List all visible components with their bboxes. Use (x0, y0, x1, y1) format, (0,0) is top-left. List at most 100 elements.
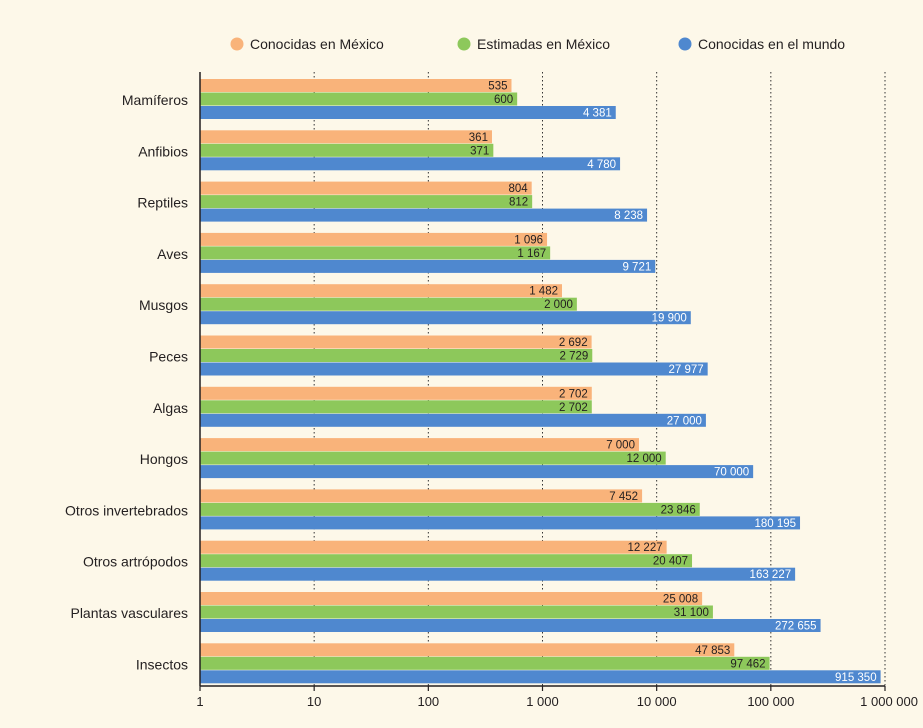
value-label-reptiles-estimadas-en-mexico: 812 (509, 197, 528, 209)
category-label-peces: Peces (149, 349, 188, 365)
value-label-mamiferos-estimadas-en-mexico: 600 (494, 94, 513, 106)
bar-otros-artropodos-estimadas-en-mexico (200, 554, 693, 568)
bar-algas-conocidas-en-mexico (200, 386, 592, 400)
x-tick-label-1: 1 (196, 694, 203, 709)
x-tick-label-1000000: 1 000 000 (860, 694, 918, 709)
x-tick-label-10000: 10 000 (637, 694, 677, 709)
value-label-insectos-estimadas-en-mexico: 97 462 (730, 658, 765, 670)
value-label-otros-artropodos-conocidas-en-mexico: 12 227 (627, 542, 662, 554)
bar-mamiferos-conocidas-en-el-mundo (200, 106, 616, 119)
bar-peces-conocidas-en-el-mundo (200, 362, 708, 376)
category-label-reptiles: Reptiles (137, 195, 188, 211)
bar-reptiles-conocidas-en-mexico (200, 181, 532, 195)
bar-musgos-estimadas-en-mexico (200, 297, 577, 311)
bar-aves-estimadas-en-mexico (200, 246, 551, 260)
bar-aves-conocidas-en-mexico (200, 232, 548, 246)
category-labels: Mamíferos Anfibios Reptiles Aves Musgos Peces… (65, 92, 188, 672)
value-label-algas-conocidas-en-el-mundo: 27 000 (667, 415, 702, 427)
category-label-algas: Algas (153, 400, 188, 416)
x-axis: 1 10 100 1 000 10 000 100 000 1 000 000 (196, 72, 918, 709)
bar-insectos-conocidas-en-el-mundo (200, 670, 881, 684)
bar-otros-artropodos-conocidas-en-el-mundo (200, 567, 796, 581)
bar-algas-conocidas-en-el-mundo (200, 413, 706, 427)
category-label-insectos: Insectos (136, 656, 188, 672)
x-tick-label-1000: 1 000 (526, 694, 559, 709)
value-label-otros-invertebrados-estimadas-en-mexico: 23 846 (661, 504, 696, 516)
x-tick-label-100000: 100 000 (747, 694, 794, 709)
bar-algas-estimadas-en-mexico (200, 400, 592, 414)
category-label-otros-invertebrados: Otros invertebrados (65, 502, 188, 518)
bar-plantas-vasculares-estimadas-en-mexico (200, 605, 713, 619)
value-label-insectos-conocidas-en-mexico: 47 853 (695, 645, 730, 657)
category-label-musgos: Musgos (139, 297, 188, 313)
value-label-otros-artropodos-estimadas-en-mexico: 20 407 (653, 556, 688, 568)
bar-hongos-estimadas-en-mexico (200, 451, 666, 465)
value-label-peces-estimadas-en-mexico: 2 729 (559, 351, 588, 363)
bar-peces-estimadas-en-mexico (200, 349, 593, 362)
legend-label-conocidas-en-el-mundo: Conocidas en el mundo (698, 36, 845, 52)
value-label-hongos-estimadas-en-mexico: 12 000 (627, 453, 662, 465)
value-label-hongos-conocidas-en-el-mundo: 70 000 (714, 467, 749, 479)
bar-aves-conocidas-en-el-mundo (200, 259, 656, 273)
bar-hongos-conocidas-en-mexico (200, 438, 639, 452)
value-label-reptiles-conocidas-en-mexico: 804 (508, 183, 528, 195)
value-label-algas-conocidas-en-mexico: 2 702 (559, 388, 588, 400)
value-label-plantas-vasculares-conocidas-en-mexico: 25 008 (663, 594, 698, 606)
value-label-plantas-vasculares-estimadas-en-mexico: 31 100 (674, 607, 709, 619)
value-label-musgos-estimadas-en-mexico: 2 000 (544, 299, 573, 311)
bar-otros-artropodos-conocidas-en-mexico (200, 540, 667, 554)
bar-anfibios-conocidas-en-el-mundo (200, 157, 621, 171)
category-label-mamiferos: Mamíferos (122, 92, 188, 108)
category-label-anfibios: Anfibios (138, 143, 188, 159)
bar-anfibios-conocidas-en-mexico (200, 130, 492, 144)
value-label-hongos-conocidas-en-mexico: 7 000 (606, 440, 635, 452)
bar-mamiferos-conocidas-en-mexico (200, 79, 512, 92)
legend: Conocidas en México Estimadas en México Co… (230, 36, 845, 52)
value-label-musgos-conocidas-en-mexico: 1 482 (529, 286, 558, 298)
bar-mamiferos-estimadas-en-mexico (200, 92, 518, 106)
legend-swatch-conocidas-en-mexico (230, 37, 244, 51)
bar-reptiles-conocidas-en-el-mundo (200, 208, 648, 222)
category-label-aves: Aves (157, 246, 188, 262)
value-label-anfibios-estimadas-en-mexico: 371 (470, 145, 489, 157)
value-label-peces-conocidas-en-el-mundo: 27 977 (668, 364, 703, 376)
value-label-aves-estimadas-en-mexico: 1 167 (517, 248, 546, 260)
bar-otros-invertebrados-conocidas-en-el-mundo (200, 516, 801, 530)
value-label-algas-estimadas-en-mexico: 2 702 (559, 402, 588, 414)
bar-peces-conocidas-en-mexico (200, 335, 592, 349)
bar-musgos-conocidas-en-mexico (200, 284, 563, 298)
value-label-anfibios-conocidas-en-el-mundo: 4 780 (587, 159, 616, 171)
value-label-mamiferos-conocidas-en-el-mundo: 4 381 (583, 108, 612, 120)
value-label-insectos-conocidas-en-el-mundo: 915 350 (835, 672, 877, 684)
value-label-peces-conocidas-en-mexico: 2 692 (559, 337, 588, 349)
bar-otros-invertebrados-conocidas-en-mexico (200, 489, 643, 503)
value-label-plantas-vasculares-conocidas-en-el-mundo: 272 655 (775, 621, 817, 633)
bar-otros-invertebrados-estimadas-en-mexico (200, 502, 700, 516)
legend-label-conocidas-en-mexico: Conocidas en México (250, 36, 384, 52)
bar-hongos-conocidas-en-el-mundo (200, 465, 754, 479)
category-label-plantas-vasculares: Plantas vasculares (70, 605, 188, 621)
value-label-otros-artropodos-conocidas-en-el-mundo: 163 227 (750, 569, 792, 581)
category-label-otros-artropodos: Otros artrópodos (83, 554, 188, 570)
value-label-mamiferos-conocidas-en-mexico: 535 (488, 81, 507, 93)
x-tick-label-100: 100 (417, 694, 439, 709)
bar-insectos-conocidas-en-mexico (200, 643, 735, 657)
value-label-reptiles-conocidas-en-el-mundo: 8 238 (614, 210, 643, 222)
bar-anfibios-estimadas-en-mexico (200, 143, 494, 157)
value-label-anfibios-conocidas-en-mexico: 361 (469, 132, 488, 144)
value-label-aves-conocidas-en-el-mundo: 9 721 (622, 261, 651, 273)
value-label-aves-conocidas-en-mexico: 1 096 (514, 234, 543, 246)
category-label-hongos: Hongos (140, 451, 188, 467)
legend-swatch-conocidas-en-el-mundo (678, 37, 692, 51)
bar-insectos-estimadas-en-mexico (200, 656, 770, 670)
bar-reptiles-estimadas-en-mexico (200, 195, 533, 209)
x-tick-label-10: 10 (307, 694, 321, 709)
bar-plantas-vasculares-conocidas-en-el-mundo (200, 619, 821, 632)
value-label-musgos-conocidas-en-el-mundo: 19 900 (652, 313, 687, 325)
bar-musgos-conocidas-en-el-mundo (200, 311, 691, 325)
bar-plantas-vasculares-conocidas-en-mexico (200, 592, 703, 605)
legend-swatch-estimadas-en-mexico (457, 37, 471, 51)
legend-label-estimadas-en-mexico: Estimadas en México (477, 36, 610, 52)
value-label-otros-invertebrados-conocidas-en-el-mundo: 180 195 (754, 518, 796, 530)
